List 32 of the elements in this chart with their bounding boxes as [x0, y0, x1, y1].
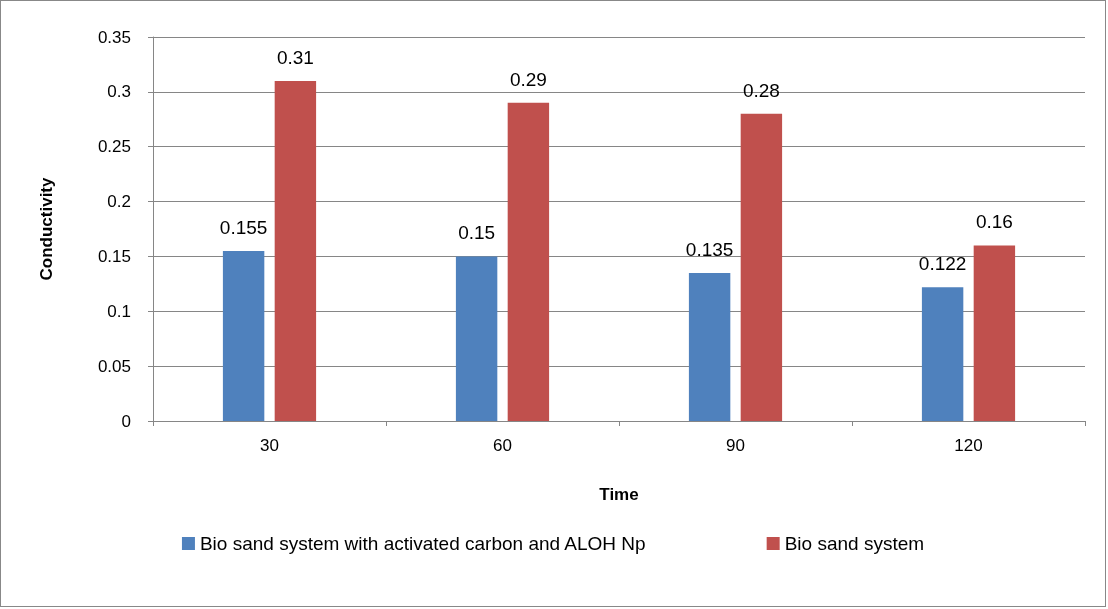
x-axis-title: Time — [599, 485, 639, 504]
y-tick-label: 0.35 — [97, 27, 131, 47]
y-tick-label: 0.25 — [97, 137, 131, 157]
x-tick-label: 90 — [726, 436, 745, 455]
y-tick-label: 0.3 — [107, 82, 131, 102]
data-label: 0.29 — [509, 68, 547, 90]
bar — [507, 102, 550, 421]
bar — [688, 272, 731, 421]
legend-label: Bio sand system with activated carbon and ALOH Np — [199, 533, 646, 554]
data-label: 0.135 — [685, 238, 734, 260]
data-label: 0.31 — [276, 46, 314, 68]
bar — [222, 250, 265, 421]
y-tick-label: 0 — [121, 411, 131, 431]
x-tick-label: 30 — [260, 436, 279, 455]
data-label: 0.15 — [458, 222, 496, 244]
data-label: 0.122 — [918, 253, 967, 275]
x-tick-label: 60 — [493, 436, 512, 455]
legend-label: Bio sand system — [784, 533, 925, 554]
y-tick-label: 0.1 — [107, 301, 131, 321]
y-axis-title: Conductivity — [37, 176, 56, 281]
bar — [455, 256, 498, 421]
y-tick-label: 0.15 — [97, 246, 131, 266]
y-tick-label: 0.05 — [97, 356, 131, 376]
bar — [973, 245, 1016, 421]
x-tick-label: 120 — [954, 436, 983, 455]
bar — [921, 287, 964, 421]
bar — [740, 113, 783, 421]
data-label: 0.16 — [975, 211, 1013, 233]
bar — [274, 80, 317, 421]
y-tick-label: 0.2 — [107, 192, 131, 212]
data-label: 0.155 — [219, 216, 268, 238]
data-label: 0.28 — [742, 79, 780, 101]
